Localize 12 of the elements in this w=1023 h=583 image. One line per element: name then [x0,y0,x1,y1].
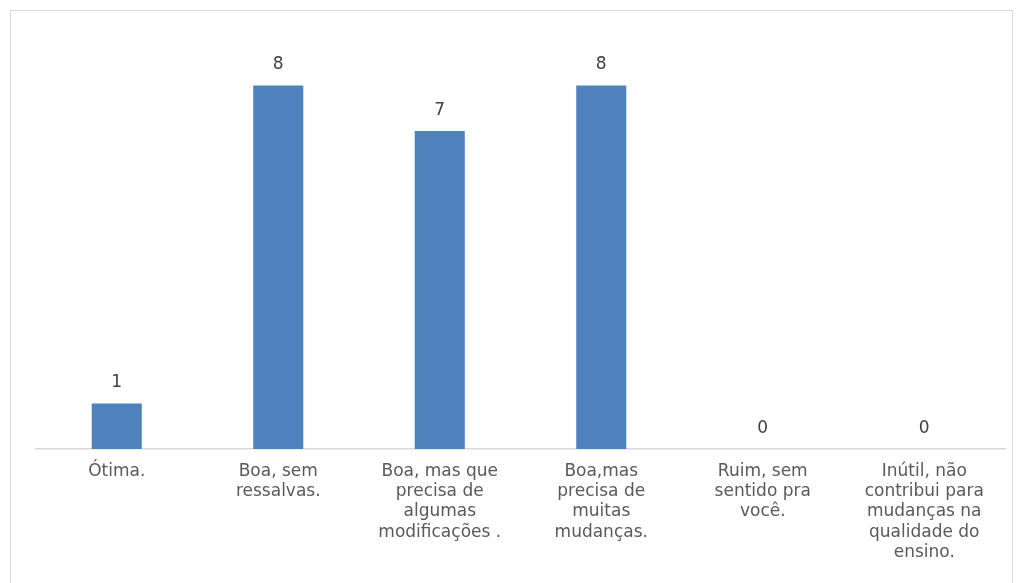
x-tick-label: Inútil, não contribui para mudanças na qualidade do ensino. [864,459,984,562]
x-tick-label: Boa,mas precisa de muitas mudanças. [554,459,648,541]
x-tick-label: Ruim, sem sentido pra você. [714,459,811,521]
x-tick-label: Boa, mas que precisa de algumas modificações . [378,459,502,541]
x-tick-label: Ótima. [88,458,146,480]
data-label: 0 [757,416,769,437]
data-label: 1 [111,371,123,392]
data-label: 7 [434,98,446,119]
data-label: 8 [272,53,284,74]
data-label: 0 [918,416,930,437]
data-label: 8 [595,53,607,74]
x-tick-label: Boa, sem ressalvas. [235,459,321,501]
